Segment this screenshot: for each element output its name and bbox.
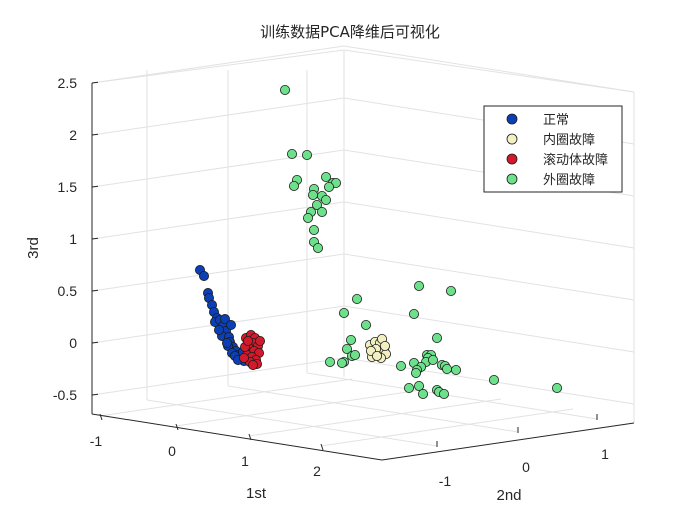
scatter-point (445, 285, 456, 296)
scatter-point (307, 189, 318, 200)
scatter-point (316, 206, 327, 217)
scatter-point (410, 367, 421, 378)
scatter-point (441, 363, 452, 374)
x-tick-label: 1 (241, 453, 249, 469)
z-tick-label: -0.5 (53, 387, 77, 403)
scatter-point (311, 199, 322, 210)
x-tick-label: 2 (313, 463, 321, 479)
legend-label: 内圈故障 (543, 132, 595, 148)
x-tick-label: -1 (90, 433, 103, 449)
y-axis-label: 2nd (496, 487, 521, 504)
legend-label: 外圈故障 (543, 173, 595, 188)
scatter-point (336, 357, 347, 368)
scatter-point (438, 388, 449, 399)
scatter-point (338, 307, 349, 318)
z-tick-label: 2 (69, 127, 77, 143)
scatter-point (552, 382, 563, 393)
scatter-point (302, 212, 313, 223)
scatter-point (247, 359, 258, 370)
scatter-point (254, 335, 265, 346)
scatter-point (341, 343, 352, 354)
y-tick-label: -1 (439, 473, 452, 489)
scatter-point (286, 148, 297, 159)
scatter-point (427, 354, 438, 365)
scatter-point (238, 352, 249, 363)
scatter-point (323, 181, 334, 192)
legend-label: 正常 (543, 113, 569, 128)
z-tick-label: 2.5 (58, 75, 78, 91)
scatter-point (395, 360, 406, 371)
scatter-point (213, 324, 224, 335)
scatter-point (320, 194, 331, 205)
scatter-point (403, 382, 414, 393)
z-tick-label: 0 (69, 335, 77, 351)
y-tick-label: 1 (601, 446, 609, 462)
point-layer (194, 85, 563, 399)
chart-title: 训练数据PCA降维后可视化 (260, 23, 440, 41)
scatter-point (312, 242, 323, 253)
scatter-point (242, 335, 253, 346)
scatter-point (308, 224, 319, 235)
scatter-point (351, 293, 362, 304)
scatter-point (360, 319, 371, 330)
legend-label: 滚动体故障 (543, 152, 608, 168)
scatter-point (488, 374, 499, 385)
y-tick-label: 0 (522, 459, 530, 475)
legend-marker (506, 173, 518, 185)
legend-marker (506, 113, 518, 125)
axis-layer (91, 81, 635, 461)
scatter-point (288, 180, 299, 191)
scatter-point (198, 270, 209, 281)
scatter-point (219, 313, 230, 324)
scatter-point (450, 364, 461, 375)
z-tick-label: 0.5 (58, 283, 78, 299)
tick-label-layer: -0.5 0 0.5 1 1.5 2 2.5 -1 0 1 2 -1 0 1 (53, 75, 609, 489)
z-tick-label: 1.5 (58, 179, 78, 195)
scatter-point (379, 340, 390, 351)
scatter-point (417, 388, 428, 399)
scatter-point (324, 356, 335, 367)
scatter-point (349, 349, 360, 360)
scatter-point (431, 332, 442, 343)
scatter-point (301, 149, 312, 160)
x-tick-label: 0 (168, 443, 176, 459)
scatter-point (408, 308, 419, 319)
scatter-point (225, 319, 236, 330)
scatter-point (320, 171, 331, 182)
z-tick-label: 1 (69, 231, 77, 247)
scatter-point (413, 280, 424, 291)
z-axis-label: 3rd (25, 237, 42, 259)
scatter-point (345, 334, 356, 345)
scatter-point (413, 380, 424, 391)
scatter-point (371, 350, 382, 361)
scatter-point (279, 85, 290, 96)
legend-marker (506, 153, 518, 165)
scatter-point (221, 337, 232, 348)
x-axis-label: 1st (246, 485, 267, 502)
legend-marker (506, 133, 518, 145)
